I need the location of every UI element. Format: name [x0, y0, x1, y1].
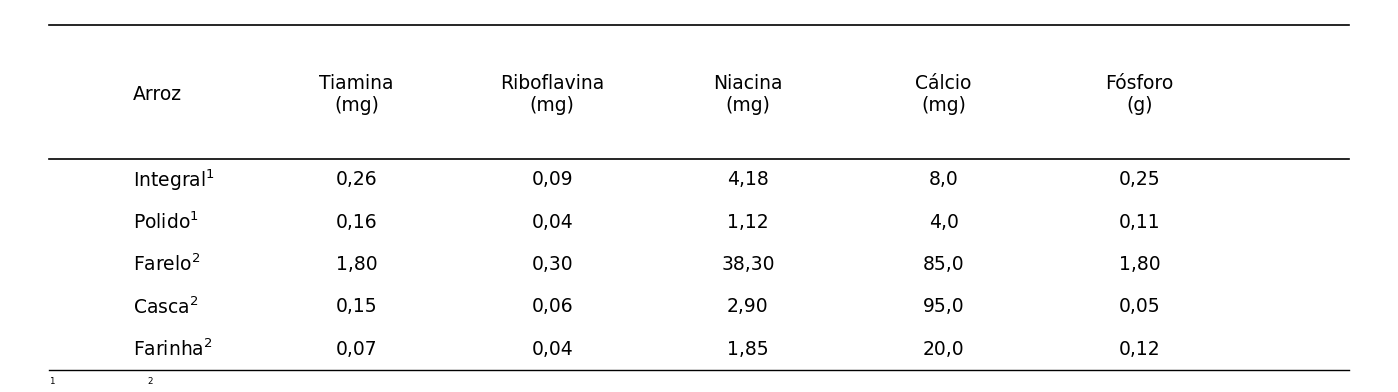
Text: 0,30: 0,30 [531, 255, 573, 274]
Text: Polido$^{1}$: Polido$^{1}$ [133, 212, 199, 233]
Text: 4,0: 4,0 [928, 213, 959, 232]
Text: 0,09: 0,09 [531, 171, 573, 189]
Text: 85,0: 85,0 [923, 255, 965, 274]
Text: 1,80: 1,80 [1118, 255, 1160, 274]
Text: Casca$^{2}$: Casca$^{2}$ [133, 296, 199, 318]
Text: 0,16: 0,16 [336, 213, 377, 232]
Text: 4,18: 4,18 [727, 171, 769, 189]
Text: 0,06: 0,06 [531, 298, 573, 316]
Text: Arroz: Arroz [133, 85, 182, 103]
Text: 8,0: 8,0 [928, 171, 959, 189]
Text: 20,0: 20,0 [923, 340, 965, 359]
Text: 2,90: 2,90 [727, 298, 769, 316]
Text: 1,85: 1,85 [727, 340, 769, 359]
Text: 0,04: 0,04 [531, 213, 573, 232]
Text: 0,15: 0,15 [336, 298, 377, 316]
Text: 95,0: 95,0 [923, 298, 965, 316]
Text: Riboflavina
(mg): Riboflavina (mg) [500, 74, 604, 114]
Text: $^{1}$: $^{1}$ [49, 377, 56, 391]
Text: Farelo$^{2}$: Farelo$^{2}$ [133, 254, 200, 275]
Text: 0,04: 0,04 [531, 340, 573, 359]
Text: 0,26: 0,26 [336, 171, 377, 189]
Text: 1,12: 1,12 [727, 213, 769, 232]
Text: Niacina
(mg): Niacina (mg) [713, 74, 783, 114]
Text: 0,05: 0,05 [1118, 298, 1160, 316]
Text: Farinha$^{2}$: Farinha$^{2}$ [133, 339, 212, 360]
Text: 1,80: 1,80 [336, 255, 377, 274]
Text: 38,30: 38,30 [721, 255, 774, 274]
Text: Fósforo
(g): Fósforo (g) [1106, 74, 1173, 114]
Text: 0,07: 0,07 [336, 340, 377, 359]
Text: Tiamina
(mg): Tiamina (mg) [319, 74, 394, 114]
Text: Integral$^{1}$: Integral$^{1}$ [133, 167, 215, 193]
Text: 0,12: 0,12 [1118, 340, 1160, 359]
Text: 0,25: 0,25 [1118, 171, 1160, 189]
Text: 0,11: 0,11 [1118, 213, 1160, 232]
Text: $^{2}$: $^{2}$ [147, 377, 154, 391]
Text: Cálcio
(mg): Cálcio (mg) [916, 74, 972, 114]
